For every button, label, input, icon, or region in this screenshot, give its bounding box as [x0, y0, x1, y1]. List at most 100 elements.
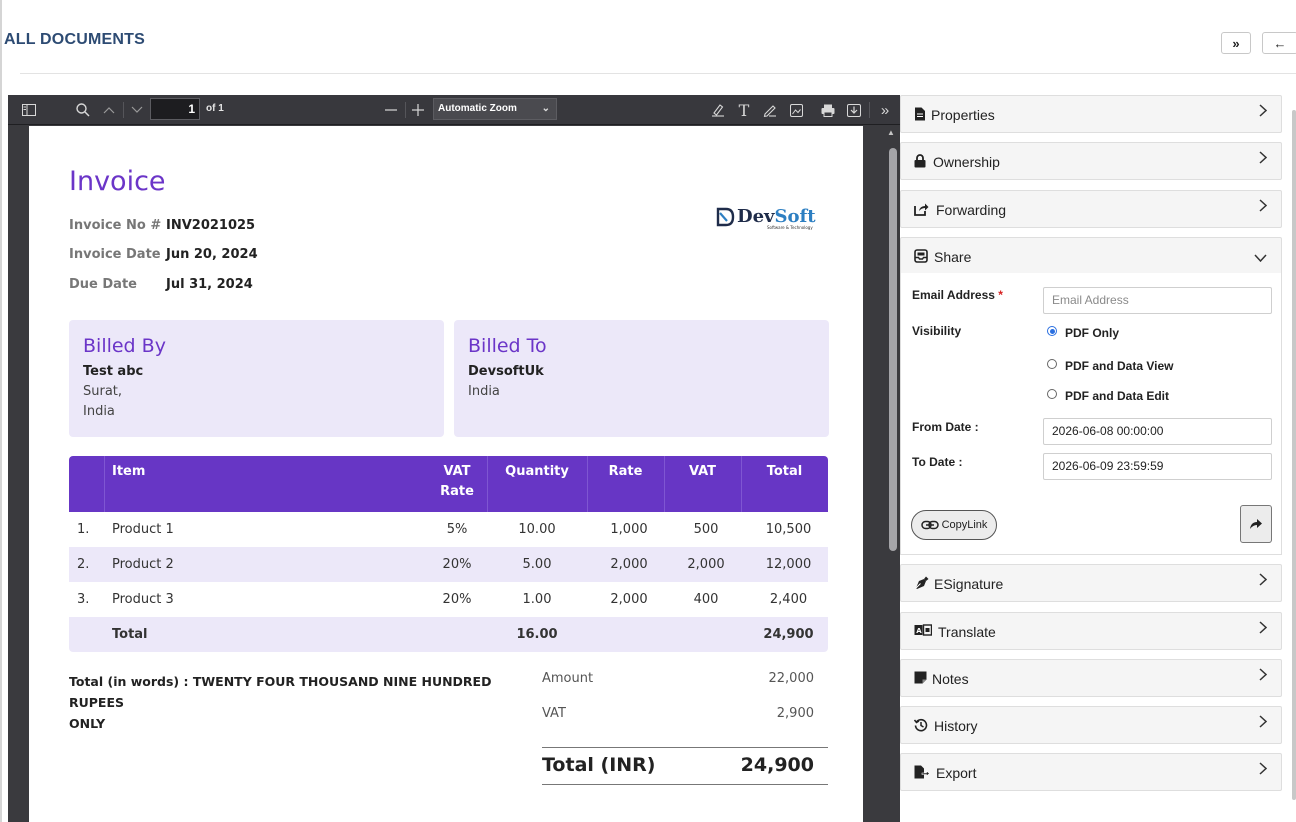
highlight-icon[interactable]: [709, 101, 727, 119]
logo-tagline: Software & Technology: [767, 225, 813, 230]
section-ownership[interactable]: Ownership: [900, 142, 1282, 180]
scroll-up-icon[interactable]: ▲: [887, 128, 895, 137]
svg-text:A: A: [916, 627, 922, 635]
billed-by-country: India: [83, 404, 115, 419]
radio-pdf-only[interactable]: [1047, 326, 1057, 336]
invoice-no-label: Invoice No #: [69, 218, 162, 233]
share-send-button[interactable]: [1240, 505, 1272, 543]
invoice-no-value: INV2021025: [166, 218, 256, 233]
sidebar-toggle-icon[interactable]: [20, 101, 38, 119]
section-ownership-label: Ownership: [933, 154, 1000, 170]
section-esignature[interactable]: ESignature: [900, 564, 1282, 602]
section-share-label: Share: [934, 249, 972, 265]
pen-nib-icon: [914, 576, 930, 592]
section-history-label: History: [934, 718, 978, 734]
billed-by-name: Test abc: [83, 364, 144, 379]
row-item: Product 3: [112, 592, 174, 607]
text-tool-icon[interactable]: T: [738, 100, 750, 120]
section-notes-label: Notes: [932, 671, 969, 687]
row-vat-rate: 20%: [442, 592, 472, 607]
toolbar-separator: [869, 102, 870, 118]
row-total: 12,000: [765, 557, 812, 572]
zoom-in-icon[interactable]: [409, 101, 427, 119]
toolbar-separator: [405, 102, 406, 118]
radio-pdf-data-edit-label[interactable]: PDF and Data Edit: [1065, 389, 1170, 403]
search-icon[interactable]: [74, 101, 92, 119]
col-vat-rate: VAT Rate: [433, 462, 481, 502]
draw-icon[interactable]: [761, 101, 779, 119]
col-quantity: Quantity: [505, 464, 569, 479]
table-row: 2. Product 2 20% 5.00 2,000 2,000 12,000: [69, 547, 828, 582]
row-number: 3.: [77, 592, 90, 607]
chevron-right-icon: [1259, 762, 1268, 779]
page-number-input[interactable]: 1: [150, 98, 200, 120]
expand-button[interactable]: »: [1221, 32, 1251, 54]
email-label: Email Address *: [912, 288, 1003, 302]
left-edge-border: [0, 0, 2, 822]
header-divider: [20, 73, 1296, 74]
row-vat: 500: [693, 522, 719, 537]
row-vat-rate: 20%: [442, 557, 472, 572]
radio-pdf-only-label[interactable]: PDF Only: [1065, 326, 1120, 340]
pdf-viewer: 1 of 1 Automatic Zoom ⌄ T »: [8, 95, 900, 822]
pdf-page: Invoice Invoice No # INV2021025 Invoice …: [29, 126, 863, 822]
to-date-label: To Date :: [912, 455, 963, 469]
row-number: 2.: [77, 557, 90, 572]
radio-pdf-data-view-label[interactable]: PDF and Data View: [1065, 359, 1174, 373]
back-button[interactable]: ←: [1262, 32, 1296, 54]
section-share[interactable]: Share: [900, 237, 1282, 275]
table-footer-row: Total 16.00 24,900: [69, 617, 828, 652]
row-vat: 400: [693, 592, 719, 607]
visibility-label: Visibility: [912, 324, 962, 338]
print-icon[interactable]: [819, 101, 837, 119]
due-date-value: Jul 31, 2024: [166, 277, 253, 292]
section-history[interactable]: History: [900, 706, 1282, 744]
billed-to-heading: Billed To: [468, 335, 547, 357]
zoom-select[interactable]: Automatic Zoom ⌄: [433, 98, 557, 120]
row-rate: 2,000: [610, 557, 648, 572]
summary-bottom-rule: [542, 784, 828, 785]
invoice-title: Invoice: [69, 166, 166, 197]
invoice-date-value: Jun 20, 2024: [166, 247, 258, 262]
email-field[interactable]: Email Address: [1043, 287, 1272, 314]
history-icon: [913, 718, 930, 734]
devsoft-logo: DevSoft Software & Technology: [715, 206, 816, 230]
radio-pdf-data-edit[interactable]: [1047, 389, 1057, 399]
copy-link-button[interactable]: CopyLink: [911, 510, 997, 540]
section-properties[interactable]: Properties: [900, 95, 1282, 133]
zoom-out-icon[interactable]: [382, 101, 400, 119]
to-date-field[interactable]: 2026-06-09 23:59:59: [1043, 453, 1272, 480]
section-forwarding-label: Forwarding: [936, 202, 1007, 218]
row-vat-rate: 5%: [446, 522, 468, 537]
footer-total: 24,900: [763, 627, 814, 642]
invoice-date-label: Invoice Date: [69, 247, 161, 262]
from-date-field[interactable]: 2026-06-08 00:00:00: [1043, 418, 1272, 445]
col-vat-rate-line1: VAT: [443, 464, 471, 479]
logo-wordmark: DevSoft: [737, 206, 816, 227]
section-translate[interactable]: A Translate: [900, 612, 1282, 650]
vat-label: VAT: [542, 706, 566, 721]
section-export[interactable]: Export: [900, 753, 1282, 791]
column-divider: [104, 456, 105, 512]
total-in-words-line1: Total (in words) : TWENTY FOUR THOUSAND …: [69, 674, 492, 710]
next-page-icon[interactable]: [128, 101, 146, 119]
footer-qty: 16.00: [516, 627, 558, 642]
radio-pdf-data-view[interactable]: [1047, 359, 1057, 369]
row-vat: 2,000: [687, 557, 725, 572]
previous-page-icon[interactable]: [100, 101, 118, 119]
footer-label: Total: [112, 627, 148, 642]
amount-label: Amount: [542, 671, 594, 686]
panel-scrollbar-thumb[interactable]: [1292, 110, 1296, 800]
pdf-scrollbar-thumb[interactable]: [889, 148, 897, 551]
amount-value: 22,000: [768, 671, 815, 686]
section-forwarding[interactable]: Forwarding: [900, 190, 1282, 228]
copy-link-label: CopyLink: [941, 519, 988, 531]
grand-total-label: Total (INR): [542, 754, 656, 776]
section-notes[interactable]: Notes: [900, 659, 1282, 697]
more-tools-icon[interactable]: »: [880, 101, 890, 119]
row-total: 2,400: [769, 592, 808, 607]
image-tool-icon[interactable]: [787, 101, 805, 119]
sticky-note-icon: [914, 671, 930, 687]
devsoft-logo-icon: [716, 207, 735, 227]
download-icon[interactable]: [845, 101, 863, 119]
